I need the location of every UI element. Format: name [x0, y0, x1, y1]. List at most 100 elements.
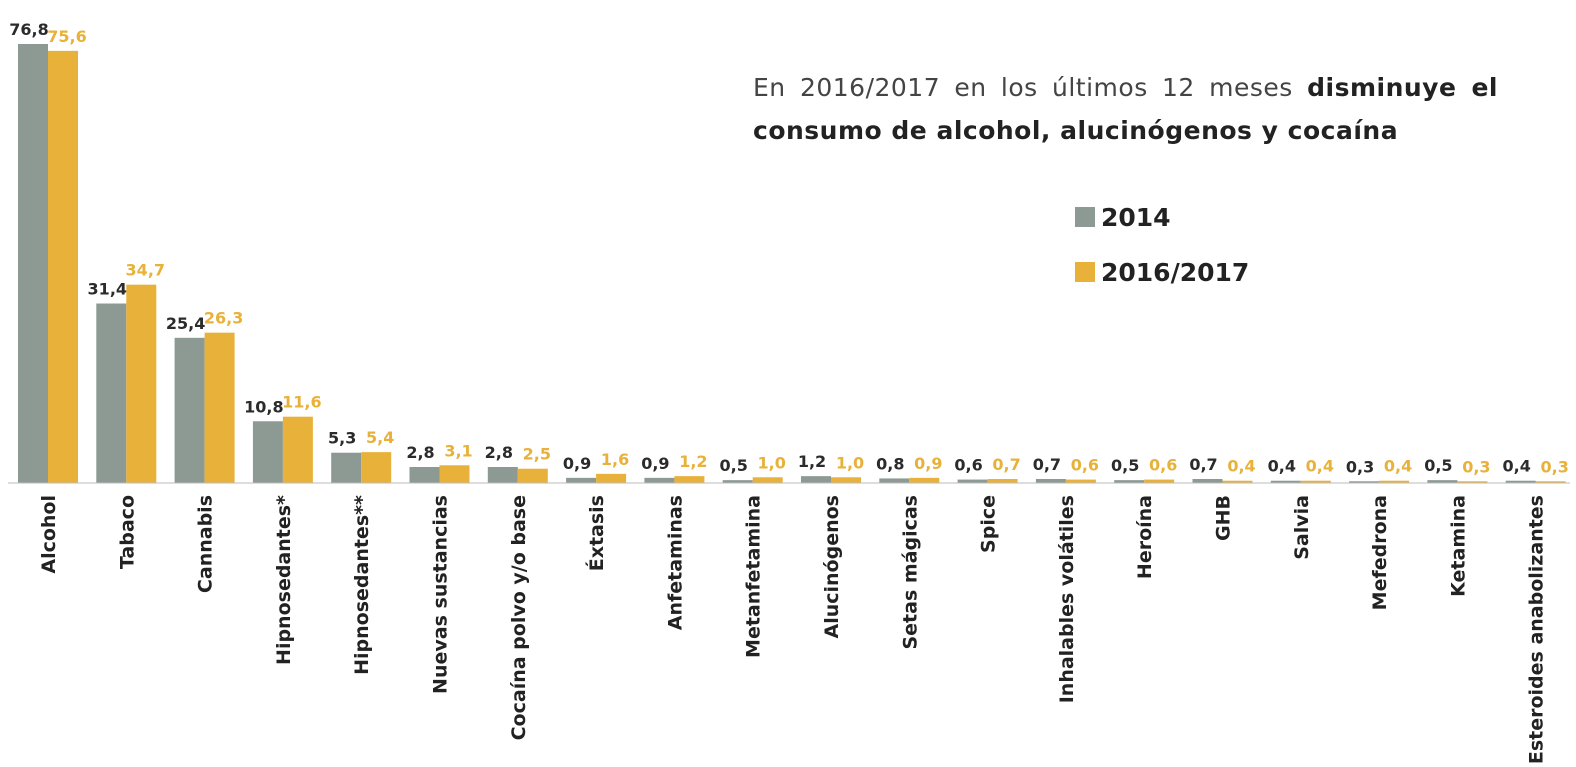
annotation-bold: disminuye el consumo de alcohol, alucinó… [753, 73, 1499, 145]
value-label: 0,6 [1149, 456, 1177, 475]
bar [1427, 480, 1458, 483]
value-label: 0,7 [1189, 455, 1217, 474]
value-label: 1,0 [836, 453, 864, 472]
value-label: 2,8 [485, 443, 513, 462]
bar [331, 452, 362, 483]
bar [252, 421, 283, 483]
category-label: Anfetaminas [664, 495, 686, 630]
value-label: 0,9 [641, 454, 669, 473]
value-label: 0,4 [1227, 457, 1255, 476]
category-label: Cocaína polvo y/o base [508, 495, 530, 740]
bar [644, 477, 675, 483]
legend-swatch [1075, 262, 1095, 282]
value-label: 0,9 [914, 454, 942, 473]
value-label: 0,3 [1462, 457, 1490, 476]
bar [1035, 478, 1066, 483]
value-label: 26,3 [204, 309, 243, 328]
bar [1535, 481, 1566, 483]
bar [517, 468, 548, 483]
annotation-text: En 2016/2017 en los últimos 12 meses [753, 73, 1293, 102]
bar [18, 44, 48, 483]
category-label: Setas mágicas [899, 495, 921, 650]
bar [752, 477, 783, 483]
value-label: 0,8 [876, 454, 904, 473]
value-label: 0,4 [1306, 457, 1334, 476]
bar [1270, 480, 1301, 483]
category-label: Ketamina [1447, 495, 1469, 597]
value-label: 34,7 [126, 261, 165, 280]
value-label: 0,9 [563, 454, 591, 473]
bar [361, 452, 392, 483]
category-label: Tabaco [116, 495, 138, 569]
category-label: Hipnosedantes* [273, 495, 295, 665]
bar [409, 466, 440, 483]
category-label: Heroína [1134, 495, 1156, 579]
bar [596, 473, 627, 483]
value-label: 0,4 [1503, 457, 1531, 476]
bar [1457, 481, 1488, 483]
category-label: Nuevas sustancias [430, 495, 452, 694]
bar [1065, 479, 1096, 483]
value-label: 2,5 [523, 445, 551, 464]
bar [96, 303, 127, 483]
value-label: 0,5 [720, 456, 748, 475]
bar [987, 478, 1018, 483]
bar [674, 476, 705, 483]
value-label: 1,0 [758, 453, 786, 472]
value-label: 0,6 [954, 456, 982, 475]
category-label: Esteroides anabolizantes [1526, 495, 1548, 764]
category-label: Salvia [1291, 495, 1313, 560]
annotation: En 2016/2017 en los últimos 12 meses dis… [753, 66, 1498, 152]
value-label: 3,1 [444, 441, 472, 460]
category-label: Alucinógenos [821, 495, 843, 638]
value-label: 0,5 [1111, 456, 1139, 475]
value-label: 5,3 [328, 429, 356, 448]
category-label: Éxtasis [585, 495, 608, 571]
category-label: Metanfetamina [743, 495, 765, 658]
value-label: 0,4 [1268, 457, 1296, 476]
value-label: 0,3 [1541, 457, 1569, 476]
bar [1300, 480, 1331, 483]
legend-swatch [1075, 207, 1095, 227]
value-label: 0,7 [1033, 455, 1061, 474]
bar [174, 337, 205, 483]
bar [722, 480, 753, 483]
category-label: Spice [978, 495, 1000, 553]
category-label: GHB [1213, 495, 1235, 541]
category-label: Mefedrona [1369, 495, 1391, 610]
category-label: Cannabis [195, 495, 217, 593]
bar [957, 479, 988, 483]
value-label: 31,4 [88, 280, 127, 299]
value-label: 0,7 [992, 455, 1020, 474]
bar [909, 477, 940, 483]
value-label: 0,6 [1071, 456, 1099, 475]
value-label: 0,4 [1384, 457, 1412, 476]
category-label: Alcohol [38, 495, 60, 574]
bar [831, 477, 861, 483]
bar [487, 466, 518, 483]
bar [1114, 480, 1145, 483]
bar [1144, 479, 1175, 483]
bar [566, 477, 597, 483]
value-label: 11,6 [282, 393, 321, 412]
legend-label: 2014 [1101, 203, 1171, 232]
value-label: 1,2 [679, 452, 707, 471]
value-label: 0,3 [1346, 457, 1374, 476]
bar [1379, 480, 1410, 483]
bar [1505, 480, 1536, 483]
bar [48, 50, 78, 483]
value-label: 1,2 [798, 452, 826, 471]
bar [1222, 480, 1253, 483]
bar [879, 478, 910, 483]
value-label: 76,8 [9, 20, 48, 39]
value-label: 10,8 [244, 397, 283, 416]
category-label: Hipnosedantes** [351, 495, 373, 675]
value-label: 75,6 [47, 27, 86, 46]
bar [801, 476, 831, 483]
legend-label: 2016/2017 [1101, 258, 1249, 287]
bar [126, 284, 157, 483]
value-label: 1,6 [601, 450, 629, 469]
value-label: 0,5 [1424, 456, 1452, 475]
